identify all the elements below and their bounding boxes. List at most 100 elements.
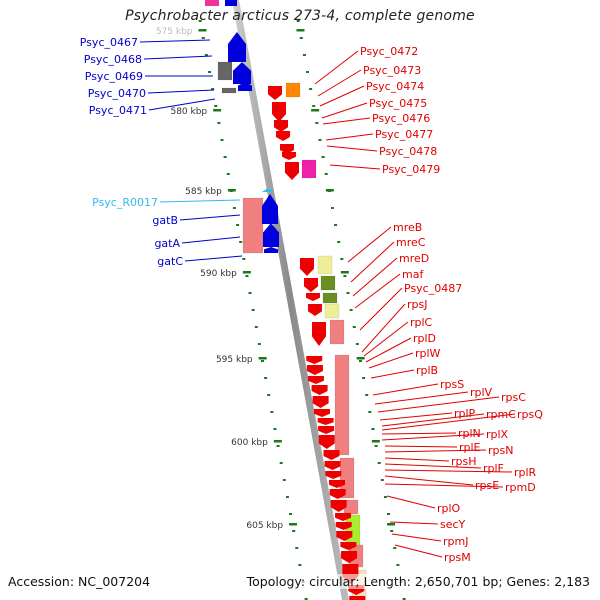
gene-label[interactable]: Psyc_0487 [404,282,462,295]
gene-Psyc_0487-arrow[interactable] [312,322,326,346]
gene-ribo-arrow[interactable] [341,551,358,563]
gene-ribo-arrow[interactable] [324,461,341,470]
gene-Psyc_0475[interactable] [274,120,288,132]
gene-mreB[interactable] [317,255,333,275]
gene-label[interactable]: secY [440,518,466,531]
gene-label[interactable]: rplN [458,427,481,440]
gene-label[interactable]: Psyc_0477 [375,128,433,141]
gene-Psyc_0487[interactable] [329,319,345,345]
gene-ribosomal-block-1[interactable] [334,354,350,456]
gene-Psyc_0479a[interactable] [285,162,299,180]
gene-label[interactable]: Psyc_0478 [379,145,437,158]
gene-ribo-arrow[interactable] [312,396,329,408]
gene-label[interactable]: rpsQ [517,408,543,421]
gene-Psyc_0476[interactable] [276,131,290,141]
gene-ribo-arrow[interactable] [317,418,334,425]
gene-partial-top[interactable] [205,0,219,6]
gene-secY[interactable] [345,514,361,546]
gene-label[interactable]: gatC [157,255,183,268]
gene-label[interactable]: rplD [413,332,436,345]
gene-Psyc_0474[interactable] [272,102,286,122]
gene-label[interactable]: rplO [437,502,461,515]
gene-Psyc_0473[interactable] [285,82,301,98]
gene-label[interactable]: Psyc_0468 [84,53,142,66]
gene-label[interactable]: rpsM [444,551,471,564]
gene-label[interactable]: rpsN [488,444,513,457]
gene-label[interactable]: rplR [514,466,537,479]
gene-label[interactable]: rpmD [505,481,536,494]
gene-Psyc_R0017[interactable] [262,188,274,192]
gene-label[interactable]: Psyc_0476 [372,112,430,125]
gene-ribo-arrow[interactable] [349,596,366,600]
gene-maf[interactable] [324,303,340,319]
gene-label[interactable]: rplV [470,386,493,399]
gene-ribo-arrow[interactable] [329,480,345,488]
gene-label[interactable]: Psyc_0469 [85,70,143,83]
gene-label[interactable]: rplP [454,407,476,420]
gene-label[interactable]: mreB [393,221,422,234]
gene-ribo-arrow[interactable] [335,522,352,530]
gene-ribo-arrow[interactable] [340,542,357,550]
gene-label[interactable]: rplX [486,428,509,441]
gene-gatC[interactable] [264,247,278,253]
gene-label[interactable]: mreD [399,252,429,265]
gene-Psyc_0468[interactable] [233,62,251,84]
gene-label[interactable]: Psyc_0467 [80,36,138,49]
gene-mreD-arrow[interactable] [306,293,320,301]
gene-label[interactable]: Psyc_0479 [382,163,440,176]
gene-label[interactable]: Psyc_0473 [363,64,421,77]
gene-ribo-arrow[interactable] [306,356,323,364]
gene-Psyc_0471[interactable] [221,87,237,94]
gene-label[interactable]: gatB [152,214,178,227]
gene-mreB-arrow[interactable] [300,258,314,276]
gene-ribo-arrow[interactable] [325,471,342,479]
gene-partial-top-blue[interactable] [225,0,237,6]
gene-label[interactable]: rplC [410,316,433,329]
gene-label[interactable]: gatA [154,237,180,250]
gene-pink-block[interactable] [242,197,264,254]
gene-label[interactable]: rpsC [501,391,526,404]
gene-ribo-arrow[interactable] [329,489,346,499]
gene-ribo-arrow[interactable] [330,500,347,512]
gene-label[interactable]: Psyc_0475 [369,97,427,110]
gene-label[interactable]: Psyc_0471 [89,104,147,117]
gene-label[interactable]: rpmC [486,408,516,421]
gene-Psyc_0470[interactable] [238,82,252,91]
gene-mreC-arrow[interactable] [304,278,318,292]
gene-Psyc_0472[interactable] [268,86,282,100]
gene-Psyc_0467[interactable] [228,32,246,62]
gene-ribo-arrow[interactable] [335,513,352,521]
gene-gatB[interactable] [262,194,278,224]
gene-maf-arrow[interactable] [308,304,322,316]
gene-label[interactable]: Psyc_R0017 [92,196,158,209]
gene-mreC[interactable] [320,275,336,291]
gene-Psyc_0479[interactable] [301,159,317,179]
gene-ribo-arrow[interactable] [313,409,330,417]
gene-label[interactable]: mreC [396,236,426,249]
gene-Psyc_0478[interactable] [282,152,296,160]
gene-label[interactable]: Psyc_0470 [88,87,146,100]
gene-label[interactable]: Psyc_0474 [366,80,424,93]
gene-label[interactable]: rplF [483,462,504,475]
gene-label[interactable]: rpsE [475,479,499,492]
gene-label[interactable]: rplW [415,347,441,360]
gene-ribo-arrow[interactable] [318,426,335,434]
gene-label[interactable]: rplB [416,364,438,377]
gene-gatA[interactable] [263,223,279,247]
gene-label[interactable]: maf [402,268,424,281]
gene-ribo-arrow[interactable] [311,385,328,395]
gene-mreD[interactable] [322,292,338,304]
gene-Psyc_0469[interactable] [217,61,233,81]
gene-ribo-arrow[interactable] [306,365,323,375]
gene-Psyc_0477[interactable] [280,144,294,154]
gene-ribosomal-block-2[interactable] [339,457,355,499]
gene-label[interactable]: rpsS [440,378,464,391]
gene-label[interactable]: rpmJ [443,535,468,548]
gene-ribo-arrow[interactable] [307,376,324,384]
gene-ribo-arrow[interactable] [318,435,335,449]
gene-label[interactable]: rpsJ [407,298,427,311]
gene-ribo-arrow[interactable] [323,450,340,460]
gene-label[interactable]: rpsH [451,455,477,468]
gene-label[interactable]: Psyc_0472 [360,45,418,58]
gene-label[interactable]: rplE [459,441,481,454]
